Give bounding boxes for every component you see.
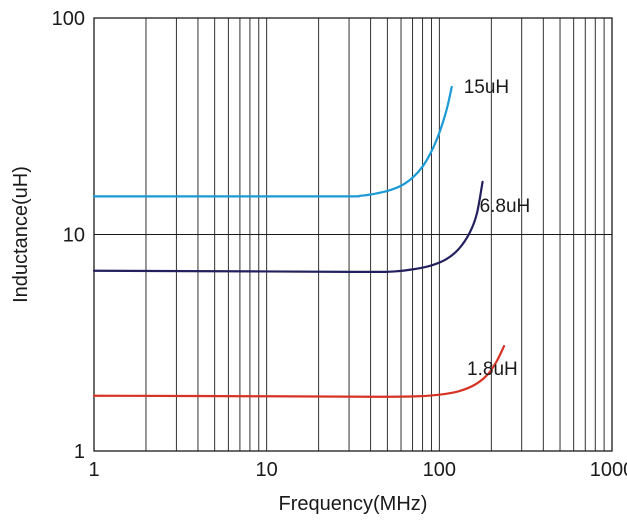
- x-tick-label: 100: [423, 459, 456, 481]
- series-layer: 15uH 6.8uH 1.8uH: [92, 77, 531, 398]
- x-tick-label: 1: [88, 459, 99, 481]
- x-axis-title: Frequency(MHz): [279, 493, 428, 515]
- series-line-6-8uh: [92, 180, 484, 274]
- x-tick-label: 1000: [590, 459, 627, 481]
- series-line-1-8uh: [92, 345, 506, 398]
- series-label: 1.8uH: [467, 359, 518, 380]
- y-axis-title: Inductance(uH): [10, 166, 32, 303]
- plot-frame: [93, 17, 613, 452]
- series-label: 15uH: [464, 77, 509, 98]
- y-tick-label: 100: [52, 8, 85, 30]
- series-line-15uh: [92, 85, 453, 198]
- series-label: 6.8uH: [480, 196, 531, 217]
- y-tick-labels: 1 10 100: [52, 8, 85, 463]
- grid: [94, 18, 612, 451]
- y-tick-label: 1: [74, 441, 85, 463]
- x-tick-labels: 1 10 100 1000: [88, 459, 627, 481]
- y-tick-label: 10: [63, 225, 85, 247]
- x-tick-label: 10: [256, 459, 278, 481]
